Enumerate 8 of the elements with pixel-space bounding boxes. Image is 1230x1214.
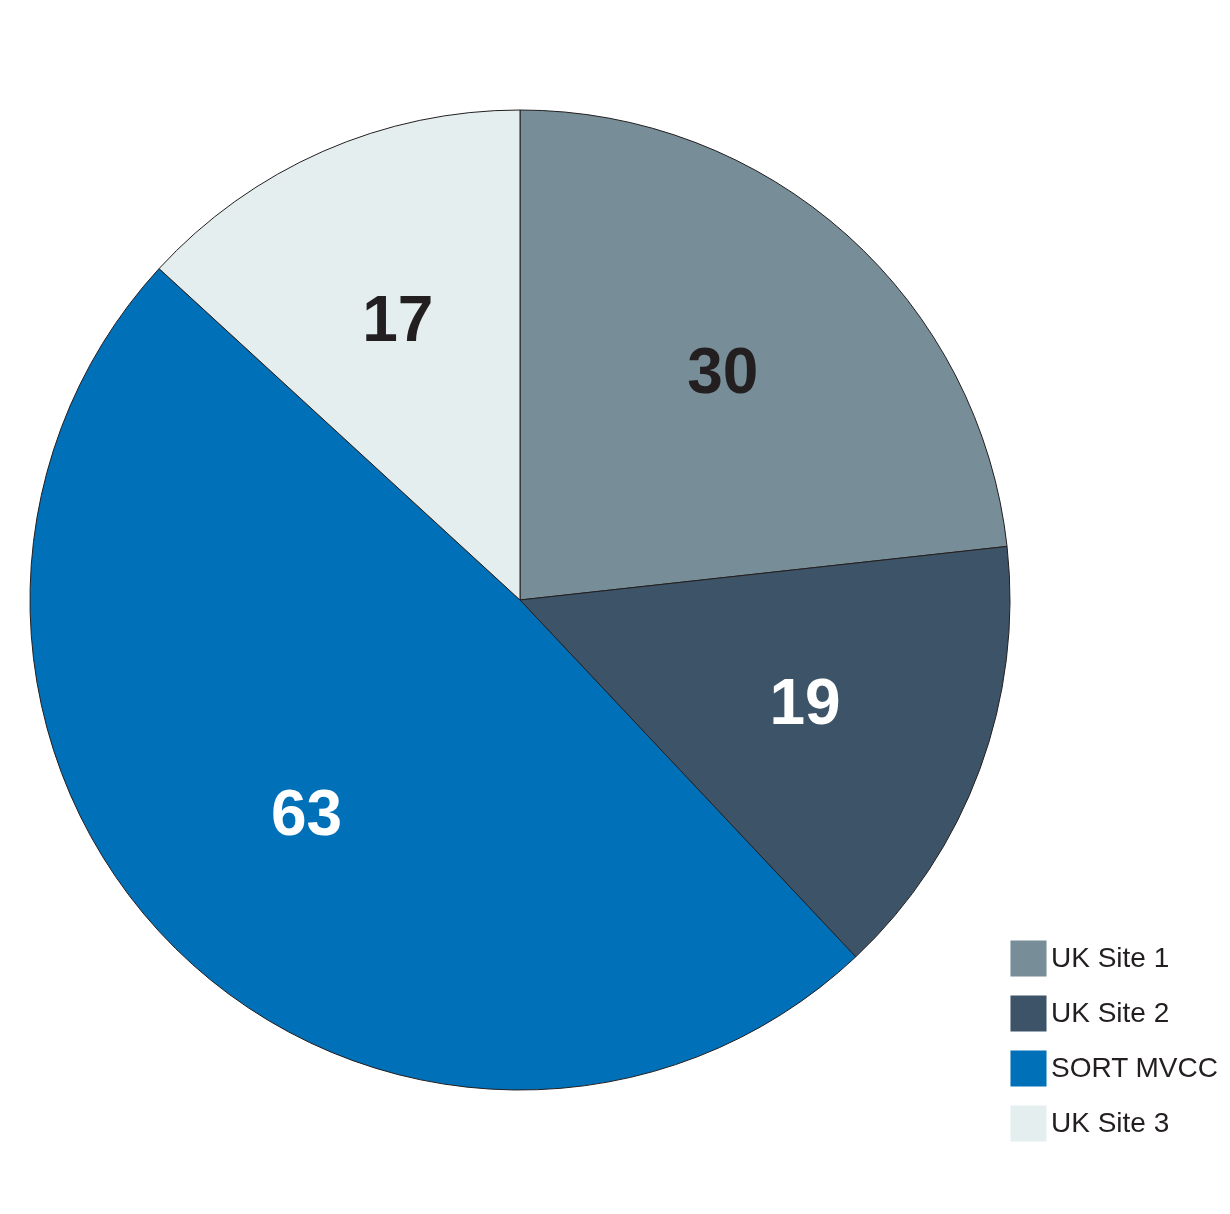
- legend-label: UK Site 2: [1051, 996, 1170, 1028]
- data-label: 17: [362, 282, 434, 355]
- legend-label: UK Site 3: [1051, 1106, 1170, 1138]
- legend-label: UK Site 1: [1051, 941, 1170, 973]
- legend-label: SORT MVCC: [1051, 1051, 1218, 1083]
- data-label: 19: [769, 666, 841, 739]
- data-label: 63: [270, 777, 343, 850]
- data-label: 30: [687, 334, 759, 407]
